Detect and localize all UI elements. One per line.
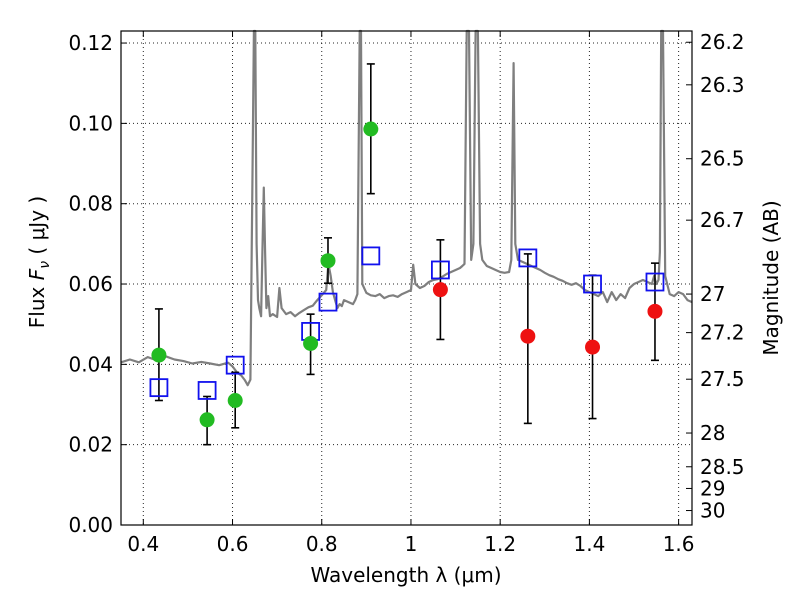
model-photometry-marker	[645, 272, 665, 292]
plot-frame	[120, 30, 693, 526]
green-detections-marker	[151, 347, 167, 363]
x-axis: 0.4 0.6 0.8 1 1.2 1.4 1.6	[127, 31, 695, 556]
model-spectrum-line	[120, 29, 693, 387]
green-detections-marker	[320, 253, 336, 269]
green-detections-marker	[363, 121, 379, 137]
x-tick-label: 0.4	[127, 532, 159, 556]
x-tick-label: 1	[405, 532, 418, 556]
magnitude-tick-label: 28.5	[700, 455, 745, 479]
x-tick-label: 0.8	[306, 532, 338, 556]
red-detections-marker	[647, 303, 663, 319]
red-detections-marker	[585, 339, 601, 355]
model-photometry-marker	[197, 381, 217, 400]
y-tick-label: 0.12	[68, 31, 113, 55]
error-bars	[154, 63, 659, 446]
y-tick-label: 0.04	[68, 352, 113, 376]
magnitude-tick-label: 27.2	[700, 321, 745, 345]
y-axis-title: Flux Fν ( μJy )	[25, 196, 53, 328]
model-photometry-marker	[318, 292, 338, 312]
y-tick-label: 0.06	[68, 272, 113, 296]
x-tick-label: 0.6	[217, 532, 249, 556]
magnitude-tick-label: 30	[700, 499, 725, 523]
magnitude-tick-label: 26.7	[700, 208, 745, 232]
x-tick-label: 1.6	[663, 532, 695, 556]
data-markers	[149, 121, 665, 428]
green-detections-marker	[199, 412, 215, 428]
y-tick-label: 0.00	[68, 513, 113, 537]
model-photometry-marker	[361, 246, 381, 266]
magnitude-tick-label: 27	[700, 282, 725, 306]
grid	[121, 31, 692, 526]
magnitude-tick-label: 28	[700, 421, 725, 445]
x-tick-label: 1.4	[573, 532, 605, 556]
y-axis-title-subscript: ν	[37, 261, 53, 269]
green-detections-marker	[303, 335, 319, 351]
model-photometry-marker	[518, 248, 538, 268]
y-tick-label: 0.02	[68, 433, 113, 457]
y-tick-label: 0.10	[68, 111, 113, 135]
magnitude-tick-label: 26.3	[700, 73, 745, 97]
red-detections-marker	[520, 328, 536, 344]
y-axis-title-suffix: ( μJy )	[25, 196, 49, 261]
model-photometry-marker	[431, 260, 450, 280]
red-detections-marker	[432, 282, 448, 298]
x-axis-title: Wavelength λ (μm)	[310, 563, 501, 587]
green-detections-marker	[227, 392, 243, 408]
model-photometry-marker	[583, 274, 602, 294]
magnitude-tick-label: 27.5	[700, 367, 745, 391]
magnitude-axis-title: Magnitude (AB)	[759, 200, 783, 355]
magnitude-tick-label: 26.2	[700, 30, 745, 54]
y-axis: 0.00 0.02 0.04 0.06 0.08 0.10 0.12	[68, 31, 127, 537]
y-axis-title-symbol: F	[25, 268, 49, 280]
y-axis-title-prefix: Flux	[25, 280, 49, 328]
x-tick-label: 1.2	[484, 532, 516, 556]
y-tick-label: 0.08	[68, 192, 113, 216]
magnitude-tick-label: 29	[700, 476, 725, 500]
model-photometry-marker	[225, 355, 245, 375]
magnitude-tick-label: 26.5	[700, 147, 745, 171]
model-photometry-marker	[149, 378, 169, 398]
